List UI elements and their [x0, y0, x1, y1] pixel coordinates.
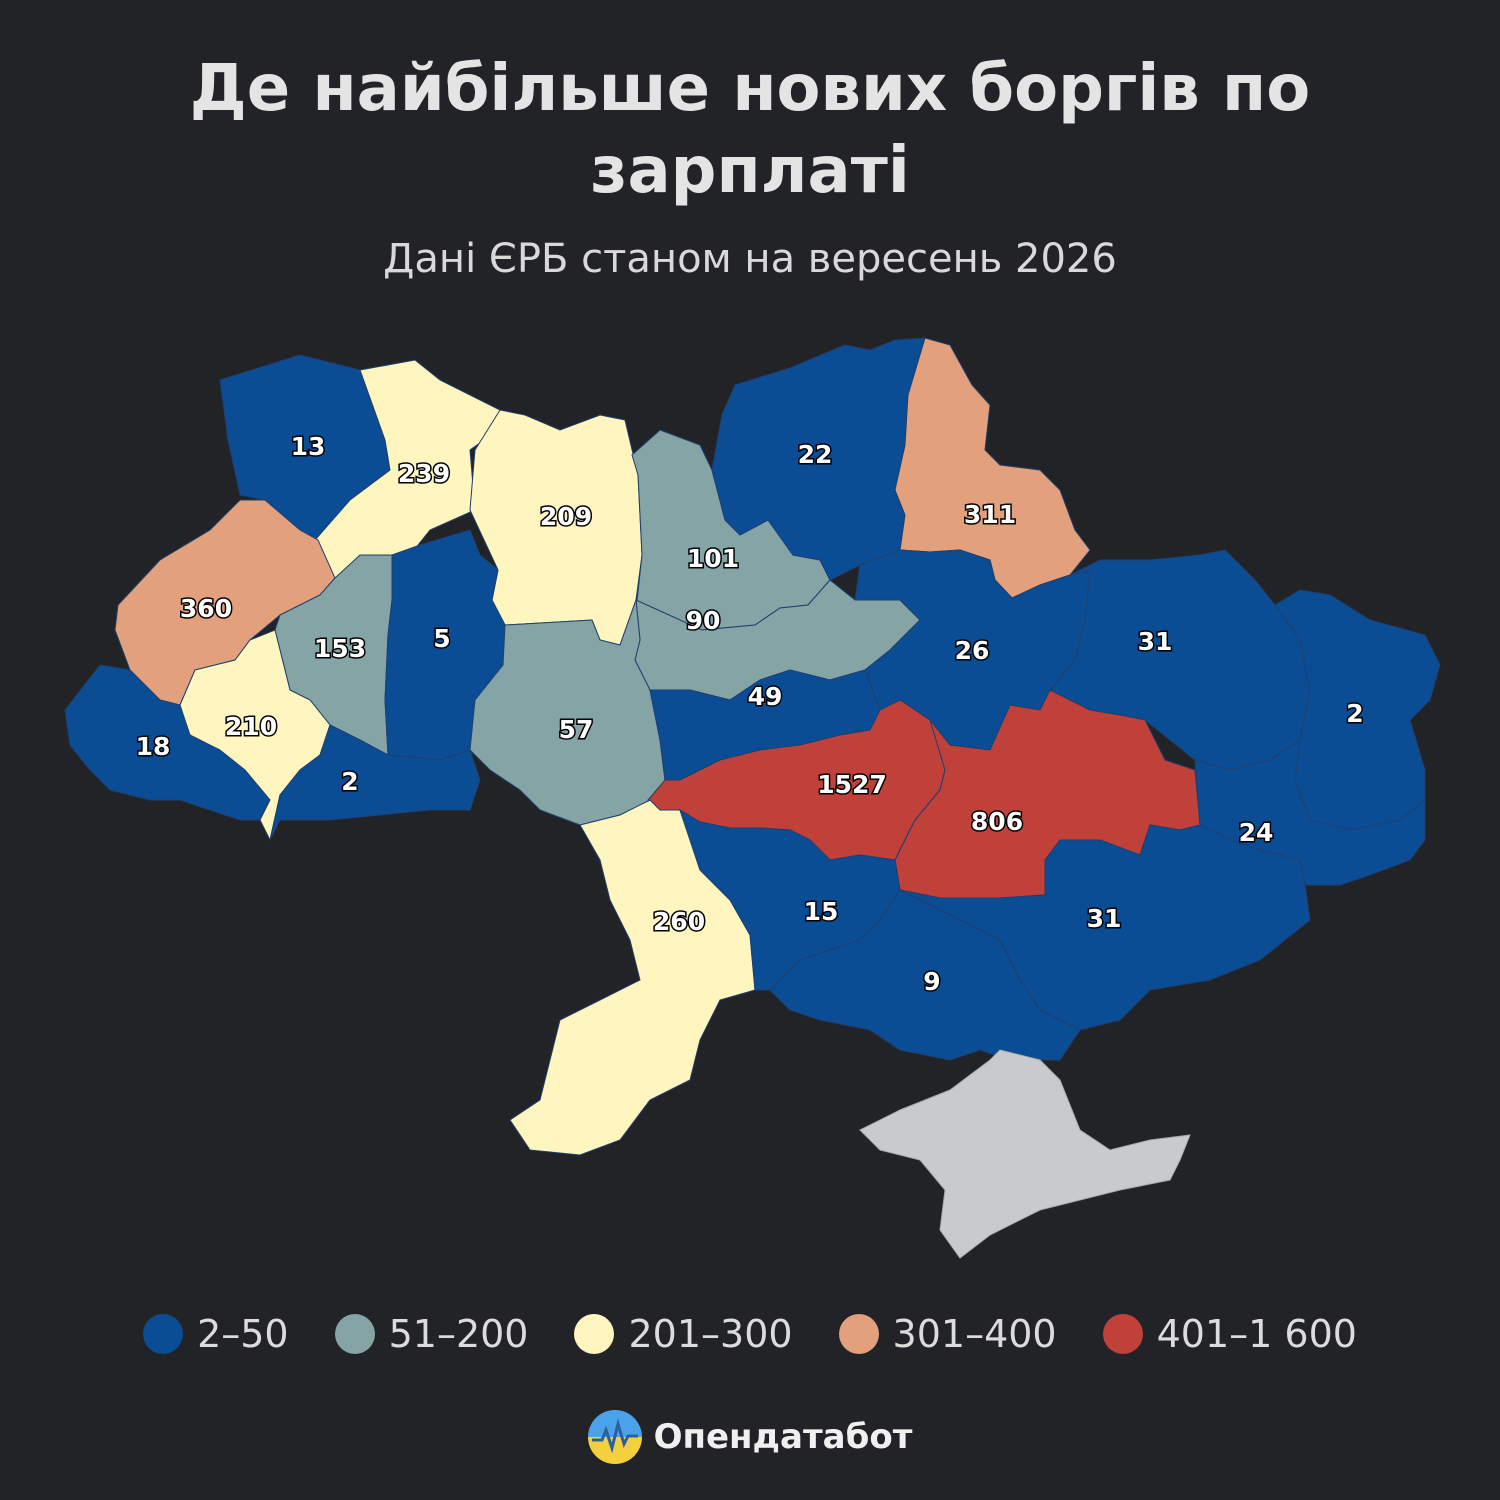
region-value-label: 57: [559, 715, 594, 744]
legend-label: 301–400: [892, 1312, 1057, 1356]
legend-label: 201–300: [628, 1312, 793, 1356]
region-value-label: 1527: [817, 770, 887, 799]
legend-item: 201–300: [574, 1312, 793, 1356]
region-25: [769, 889, 1081, 1061]
region-2: [314, 359, 506, 581]
legend-label: 2–50: [197, 1312, 289, 1356]
legend-item: 2–50: [143, 1312, 289, 1356]
region-value-label: 5: [433, 624, 450, 653]
region-value-label: 22: [798, 440, 833, 469]
region-value-label: 2: [341, 767, 358, 796]
region-value-label: 31: [1087, 904, 1122, 933]
region-value-label: 49: [748, 682, 783, 711]
region-value-label: 2: [1346, 699, 1363, 728]
region-value-label: 15: [804, 897, 839, 926]
brand: Опендатабот: [0, 1410, 1500, 1464]
legend-label: 401–1 600: [1156, 1312, 1357, 1356]
region-value-label: 18: [136, 732, 171, 761]
page-title: Де найбільше нових боргів по зарплаті: [189, 52, 1311, 208]
opendatabot-logo-icon: [587, 1410, 642, 1464]
legend-swatch: [574, 1314, 615, 1354]
labels-layer: 13 239 209 101 22 311 360 153 5 90 26 31 2 18 210 2 57 49…: [134, 431, 1365, 998]
legend-swatch: [838, 1314, 879, 1354]
region-value-label: 26: [955, 636, 990, 665]
legend-swatch: [334, 1314, 375, 1354]
regions-layer: [64, 337, 1441, 1259]
legend-swatch: [143, 1314, 184, 1354]
region-value-label: 90: [686, 606, 721, 635]
ukraine-map: 13 239 209 101 22 311 360 153 5 90 26 31 2 18 210 2 57 49…: [64, 337, 1441, 1259]
region-value-label: 360: [180, 594, 232, 623]
region-13: [1274, 589, 1441, 831]
region-crimea: [859, 1049, 1191, 1259]
region-16: [269, 724, 481, 841]
region-value-label: 210: [225, 712, 277, 741]
region-value-label: 260: [653, 907, 705, 936]
legend-item: 301–400: [838, 1312, 1057, 1356]
region-value-label: 13: [291, 432, 326, 461]
legend-swatch: [1102, 1314, 1143, 1354]
page-subtitle: Дані ЄРБ станом на вересень 2026: [383, 236, 1117, 282]
brand-name: Опендатабот: [653, 1417, 913, 1457]
region-value-label: 153: [314, 634, 366, 663]
region-value-label: 239: [398, 459, 450, 488]
region-value-label: 24: [1239, 818, 1274, 847]
region-value-label: 806: [971, 807, 1023, 836]
legend: 2–50 51–200 201–300 301–400 401–1 600: [0, 1312, 1500, 1356]
region-value-label: 9: [923, 967, 940, 996]
legend-label: 51–200: [388, 1312, 529, 1356]
legend-item: 51–200: [334, 1312, 529, 1356]
region-value-label: 209: [540, 502, 592, 531]
region-value-label: 31: [1138, 627, 1173, 656]
legend-item: 401–1 600: [1102, 1312, 1357, 1356]
region-value-label: 101: [687, 544, 739, 573]
region-value-label: 311: [964, 500, 1016, 529]
